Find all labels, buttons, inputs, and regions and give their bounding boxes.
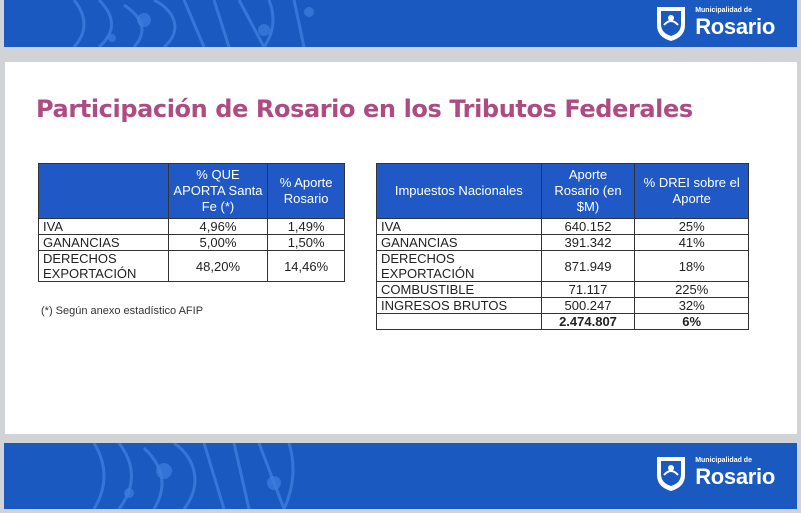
logo-name: Rosario [695,464,775,489]
national-taxes-table: Impuestos Nacionales Aporte Rosario (en … [376,163,749,330]
rosario-logo: Municipalidad de Rosario [653,453,775,493]
table-cell: 225% [634,281,749,298]
table-header-cell: % Aporte Rosario [267,163,345,219]
table-row: DERECHOS EXPORTACIÓN 871.949 18% [376,250,749,282]
table-row: GANANCIAS 391.342 41% [376,234,749,251]
table-total-row: 2.474.807 6% [376,313,749,330]
table-cell: 4,96% [167,218,269,235]
table-row: DERECHOS EXPORTACIÓN 48,20% 14,46% [38,250,345,282]
city-seal-icon [657,457,686,491]
table-cell: INGRESOS BRUTOS [376,297,542,314]
table-cell: 71.117 [540,281,636,298]
footer-band: Municipalidad de Rosario [4,443,797,509]
table-cell: DERECHOS EXPORTACIÓN [38,250,169,282]
table-cell: 871.949 [540,250,636,282]
table-cell: 500.247 [540,297,636,314]
table-row: GANANCIAS 5,00% 1,50% [38,234,345,251]
table-header-cell: Aporte Rosario (en $M) [540,163,636,219]
logo-name: Rosario [695,14,775,39]
logo-subtitle: Municipalidad de [695,457,752,464]
table-cell: 14,46% [267,250,345,282]
table-row: INGRESOS BRUTOS 500.247 32% [376,297,749,314]
table-row: COMBUSTIBLE 71.117 225% [376,281,749,298]
table-header-cell: Impuestos Nacionales [376,163,542,219]
table-cell: 18% [634,250,749,282]
table-cell: IVA [376,218,542,235]
header-band: Municipalidad de Rosario [4,0,797,47]
table-cell: 1,49% [267,218,345,235]
total-amount: 2.474.807 [540,313,636,330]
table-cell: COMBUSTIBLE [376,281,542,298]
table-header-cell: % DREI sobre el Aporte [634,163,749,219]
table-cell: 640.152 [540,218,636,235]
table-cell: DERECHOS EXPORTACIÓN [376,250,542,282]
slide: Participación de Rosario en los Tributos… [5,62,797,434]
table-header-cell [38,163,169,219]
city-seal-icon [657,7,686,41]
table-cell: 25% [634,218,749,235]
table-row: IVA 4,96% 1,49% [38,218,345,235]
table-cell: IVA [38,218,169,235]
table-row: IVA 640.152 25% [376,218,749,235]
table-cell: 48,20% [167,250,269,282]
santa-fe-share-table: % QUE APORTA Santa Fe (*) % Aporte Rosar… [38,163,345,282]
table-header-row: % QUE APORTA Santa Fe (*) % Aporte Rosar… [38,163,345,219]
rosario-logo: Municipalidad de Rosario [653,3,775,43]
table-header-cell: % QUE APORTA Santa Fe (*) [167,163,269,219]
table-cell: 41% [634,234,749,251]
footnote: (*) Según anexo estadístico AFIP [41,305,204,317]
banner-pattern [72,0,314,47]
table-cell: GANANCIAS [38,234,169,251]
slide-title: Participación de Rosario en los Tributos… [36,95,693,123]
table-cell: 32% [634,297,749,314]
table-cell [376,313,542,330]
logo-subtitle: Municipalidad de [695,7,752,14]
table-cell: 391.342 [540,234,636,251]
banner-pattern [92,443,295,509]
total-percent: 6% [634,313,749,330]
table-cell: 1,50% [267,234,345,251]
table-cell: GANANCIAS [376,234,542,251]
table-cell: 5,00% [167,234,269,251]
table-header-row: Impuestos Nacionales Aporte Rosario (en … [376,163,749,219]
